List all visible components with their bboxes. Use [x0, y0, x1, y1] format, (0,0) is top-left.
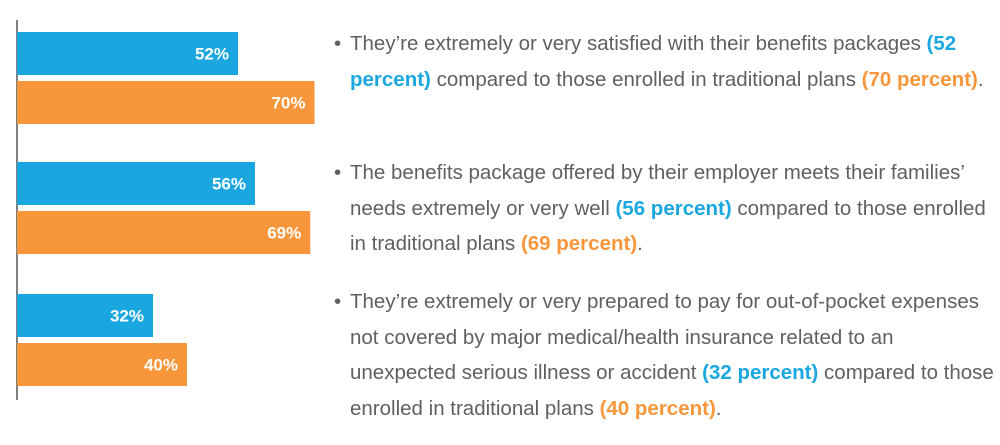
bar-blue-2 — [17, 162, 255, 205]
bar-blue-1 — [17, 32, 238, 75]
finding-highlight-orange: (69 percent) — [520, 232, 638, 255]
bar-orange-2 — [17, 211, 311, 254]
finding-post: . — [637, 232, 643, 255]
finding-highlight-orange: (40 percent) — [599, 396, 716, 420]
bullet-icon: • — [334, 290, 342, 313]
finding-post: . — [715, 396, 722, 420]
finding-pre: They’re extremely or very satisfied with… — [350, 32, 927, 55]
data-label: 56% — [212, 175, 246, 194]
finding-pre: The benefits package offered by their em… — [350, 161, 965, 220]
finding-highlight-orange: (70 percent) — [861, 67, 978, 91]
bar-orange-1 — [17, 81, 315, 124]
data-label: 40% — [144, 356, 178, 375]
finding-text: They’re extremely or very satisfied with… — [334, 26, 994, 97]
finding-mid: compared to those enrolled in traditiona… — [350, 196, 986, 256]
finding-item: • They’re extremely or very satisfied wi… — [334, 26, 994, 97]
finding-highlight-blue: (56 percent) — [615, 196, 732, 220]
finding-text: They’re extremely or very prepared to pa… — [334, 284, 994, 426]
finding-mid: compared to those enrolled in traditiona… — [350, 361, 994, 420]
bullet-icon: • — [334, 161, 342, 184]
finding-text: The benefits package offered by their em… — [334, 155, 994, 262]
data-label: 69% — [267, 224, 301, 243]
finding-item: • They’re extremely or very prepared to … — [334, 284, 994, 426]
bar-blue-3 — [17, 294, 153, 337]
data-label: 32% — [110, 307, 144, 326]
data-label: 70% — [271, 94, 305, 113]
finding-mid: compared to those enrolled in traditiona… — [430, 67, 862, 91]
finding-pre: They’re extremely or very prepared to pa… — [350, 290, 979, 384]
bar-chart: 52% 70% 56% 69% 32% 40% — [16, 20, 315, 400]
bullet-icon: • — [334, 32, 342, 55]
finding-highlight-blue: (52 percent) — [350, 32, 957, 91]
finding-item: • The benefits package offered by their … — [334, 155, 994, 262]
data-label: 52% — [195, 45, 229, 64]
bar-orange-3 — [17, 343, 187, 386]
finding-post: . — [977, 67, 984, 91]
finding-highlight-blue: (32 percent) — [702, 361, 819, 384]
